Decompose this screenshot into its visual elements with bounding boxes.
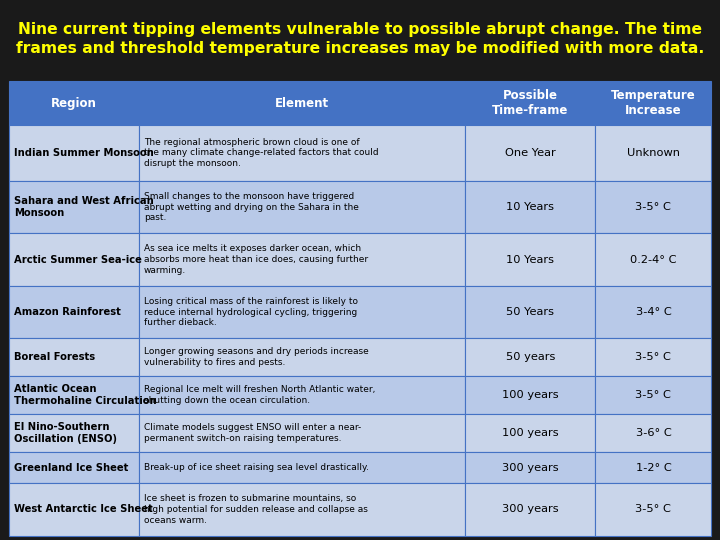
Bar (139, 339, 465, 376)
Text: 3-5° C: 3-5° C (636, 352, 671, 362)
Bar (139, 376, 465, 414)
Bar (9, 414, 139, 452)
Text: Indian Summer Monsoon: Indian Summer Monsoon (14, 148, 153, 158)
Text: As sea ice melts it exposes darker ocean, which
absorbs more heat than ice does,: As sea ice melts it exposes darker ocean… (144, 245, 368, 275)
Bar (9, 181, 139, 233)
Bar (595, 233, 711, 286)
Text: 0.2-4° C: 0.2-4° C (630, 254, 677, 265)
Text: 3-4° C: 3-4° C (636, 307, 671, 317)
Text: Greenland Ice Sheet: Greenland Ice Sheet (14, 463, 128, 472)
Bar (139, 414, 465, 452)
Text: 10 Years: 10 Years (506, 254, 554, 265)
Bar (595, 339, 711, 376)
Bar (9, 339, 139, 376)
Bar (139, 125, 465, 181)
Text: 50 years: 50 years (505, 352, 555, 362)
Text: Arctic Summer Sea-ice: Arctic Summer Sea-ice (14, 254, 142, 265)
Text: One Year: One Year (505, 148, 556, 158)
Text: Small changes to the monsoon have triggered
abrupt wetting and drying on the Sah: Small changes to the monsoon have trigge… (144, 192, 359, 222)
Bar (139, 452, 465, 483)
Bar (465, 339, 595, 376)
Text: Nine current tipping elements vulnerable to possible abrupt change. The time
fra: Nine current tipping elements vulnerable… (16, 22, 704, 56)
Text: 300 years: 300 years (502, 504, 559, 515)
Text: 3-5° C: 3-5° C (636, 202, 671, 212)
Text: 10 Years: 10 Years (506, 202, 554, 212)
Bar (595, 414, 711, 452)
Bar (595, 376, 711, 414)
Text: Longer growing seasons and dry periods increase
vulnerability to fires and pests: Longer growing seasons and dry periods i… (144, 347, 369, 367)
Bar (465, 81, 595, 125)
Text: Climate models suggest ENSO will enter a near-
permanent switch-on raising tempe: Climate models suggest ENSO will enter a… (144, 423, 361, 443)
Bar (465, 452, 595, 483)
Bar (9, 233, 139, 286)
Bar (9, 483, 139, 536)
Text: Ice sheet is frozen to submarine mountains, so
high potential for sudden release: Ice sheet is frozen to submarine mountai… (144, 494, 367, 525)
Text: Losing critical mass of the rainforest is likely to
reduce internal hydrological: Losing critical mass of the rainforest i… (144, 297, 358, 327)
Text: Regional Ice melt will freshen North Atlantic water,
shutting down the ocean cir: Regional Ice melt will freshen North Atl… (144, 386, 375, 405)
Bar (465, 181, 595, 233)
Bar (465, 286, 595, 339)
Text: Break-up of ice sheet raising sea level drastically.: Break-up of ice sheet raising sea level … (144, 463, 369, 472)
Bar (595, 125, 711, 181)
Bar (595, 286, 711, 339)
Bar (9, 81, 139, 125)
Text: 3-5° C: 3-5° C (636, 504, 671, 515)
Text: Boreal Forests: Boreal Forests (14, 352, 95, 362)
Text: 50 Years: 50 Years (506, 307, 554, 317)
Bar (595, 452, 711, 483)
Text: 1-2° C: 1-2° C (636, 463, 671, 472)
Text: Amazon Rainforest: Amazon Rainforest (14, 307, 120, 317)
Bar (9, 286, 139, 339)
Text: El Nino-Southern
Oscillation (ENSO): El Nino-Southern Oscillation (ENSO) (14, 422, 117, 444)
Text: Temperature
Increase: Temperature Increase (611, 89, 696, 117)
Bar (595, 181, 711, 233)
Bar (465, 233, 595, 286)
Text: 3-5° C: 3-5° C (636, 390, 671, 400)
Bar (9, 376, 139, 414)
Text: 3-6° C: 3-6° C (636, 428, 671, 438)
Text: The regional atmospheric brown cloud is one of
the many climate change-related f: The regional atmospheric brown cloud is … (144, 138, 378, 168)
Text: West Antarctic Ice Sheet: West Antarctic Ice Sheet (14, 504, 153, 515)
Text: Region: Region (50, 97, 96, 110)
Bar (139, 233, 465, 286)
Text: Unknown: Unknown (627, 148, 680, 158)
Bar (465, 125, 595, 181)
Bar (139, 483, 465, 536)
Text: 100 years: 100 years (502, 428, 559, 438)
Text: 100 years: 100 years (502, 390, 559, 400)
Bar (595, 81, 711, 125)
Bar (139, 81, 465, 125)
Bar (9, 125, 139, 181)
Text: 300 years: 300 years (502, 463, 559, 472)
Bar (465, 414, 595, 452)
Bar (9, 452, 139, 483)
Bar (139, 181, 465, 233)
Bar (595, 483, 711, 536)
Bar (465, 376, 595, 414)
Text: Element: Element (275, 97, 329, 110)
Text: Possible
Time-frame: Possible Time-frame (492, 89, 569, 117)
Bar (139, 286, 465, 339)
Text: Sahara and West African
Monsoon: Sahara and West African Monsoon (14, 196, 153, 218)
Text: Atlantic Ocean
Thermohaline Circulation: Atlantic Ocean Thermohaline Circulation (14, 384, 156, 406)
Bar (465, 483, 595, 536)
